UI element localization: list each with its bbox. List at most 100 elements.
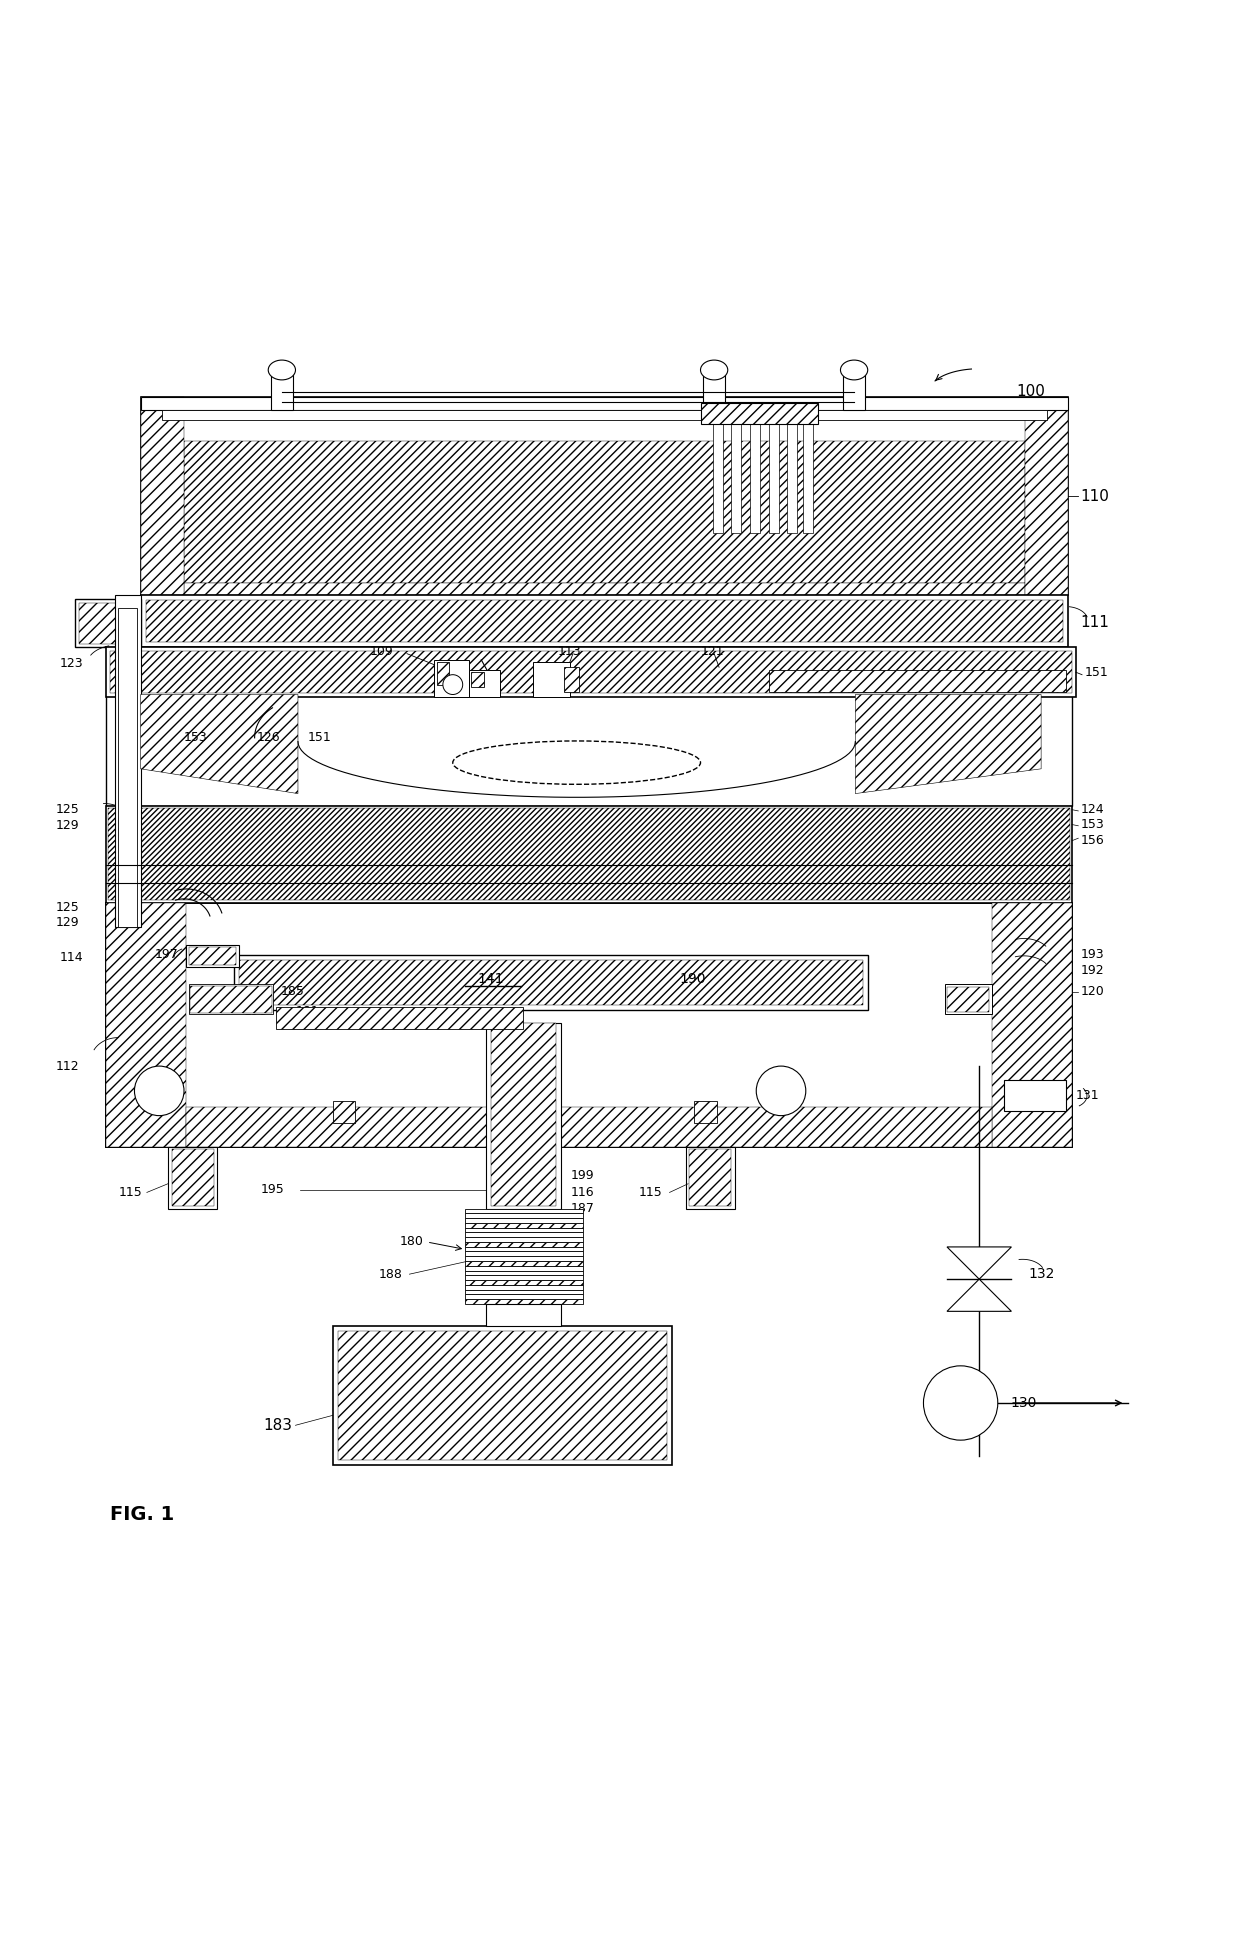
Circle shape — [443, 675, 463, 694]
Bar — [465, 1251, 583, 1257]
Text: 112: 112 — [56, 1060, 79, 1073]
Text: 193: 193 — [1081, 948, 1105, 961]
Bar — [465, 1280, 583, 1284]
Bar — [992, 903, 1073, 1147]
Bar — [465, 1218, 583, 1222]
Bar — [486, 1023, 560, 1209]
Text: 180: 180 — [399, 1236, 423, 1249]
Ellipse shape — [841, 360, 868, 379]
Bar — [1025, 396, 1069, 596]
Text: 110: 110 — [1081, 489, 1110, 505]
Bar — [114, 596, 140, 928]
Text: 181: 181 — [295, 1006, 319, 1017]
Text: 129: 129 — [56, 917, 79, 928]
Text: 125: 125 — [56, 803, 79, 816]
Text: 183: 183 — [263, 1418, 293, 1433]
Text: 192: 192 — [1081, 965, 1105, 977]
Text: 126: 126 — [257, 731, 280, 745]
Text: 187: 187 — [570, 1203, 594, 1215]
Bar — [140, 396, 184, 596]
Bar — [703, 373, 725, 410]
Text: 123: 123 — [61, 658, 84, 669]
Text: 124: 124 — [1081, 803, 1105, 816]
Bar — [750, 422, 760, 534]
Bar — [694, 1100, 717, 1124]
Text: 113: 113 — [558, 644, 582, 658]
Text: 115: 115 — [118, 1186, 143, 1199]
Bar — [1004, 1079, 1066, 1110]
Bar — [190, 986, 272, 1013]
Bar — [436, 661, 449, 685]
Ellipse shape — [701, 360, 728, 379]
Polygon shape — [140, 694, 298, 793]
Text: 111: 111 — [1081, 615, 1110, 630]
Bar — [787, 422, 797, 534]
Bar — [184, 582, 1025, 596]
Bar — [465, 1213, 583, 1218]
Ellipse shape — [268, 360, 295, 379]
Text: 195: 195 — [260, 1184, 284, 1197]
Bar — [118, 607, 136, 928]
Bar — [564, 667, 579, 692]
Bar — [843, 373, 866, 410]
Bar — [105, 903, 186, 1147]
Text: 114: 114 — [61, 952, 84, 963]
Text: 151: 151 — [1085, 665, 1109, 679]
Bar — [469, 669, 500, 696]
Bar — [947, 986, 990, 1011]
Bar — [732, 422, 742, 534]
Bar — [769, 422, 779, 534]
Bar — [465, 1257, 583, 1261]
Bar — [465, 1294, 583, 1300]
Bar — [465, 1232, 583, 1238]
Text: 188: 188 — [378, 1267, 402, 1280]
Text: FIG. 1: FIG. 1 — [109, 1505, 174, 1524]
Text: 125: 125 — [56, 901, 79, 915]
Bar — [686, 1147, 735, 1209]
Bar — [486, 1304, 560, 1327]
Bar — [162, 410, 1047, 420]
Text: 121: 121 — [701, 644, 724, 658]
Text: 197: 197 — [154, 948, 179, 961]
Circle shape — [924, 1365, 998, 1441]
Polygon shape — [947, 1247, 1012, 1278]
Bar — [465, 1271, 583, 1275]
Bar — [701, 404, 818, 424]
Bar — [140, 596, 1069, 648]
Bar — [109, 652, 1073, 692]
Bar — [465, 1284, 583, 1290]
Bar — [465, 1261, 583, 1265]
Bar — [465, 1209, 583, 1213]
Bar — [270, 373, 293, 410]
Bar — [491, 1023, 556, 1207]
Circle shape — [134, 1066, 184, 1116]
Bar — [332, 1327, 672, 1464]
Polygon shape — [856, 694, 1042, 793]
Text: 132: 132 — [1029, 1267, 1055, 1280]
Text: 129: 129 — [56, 820, 79, 832]
Bar — [186, 1106, 992, 1147]
Bar — [74, 600, 140, 648]
Text: 130: 130 — [1011, 1396, 1037, 1410]
Bar — [945, 984, 992, 1013]
Bar — [188, 948, 236, 965]
Bar — [233, 955, 868, 1010]
Text: 109: 109 — [370, 644, 393, 658]
Bar — [465, 1228, 583, 1232]
Text: 115: 115 — [639, 1186, 662, 1199]
Bar — [184, 441, 1025, 582]
Bar — [105, 806, 1073, 903]
Bar — [238, 959, 863, 1006]
Text: 100: 100 — [1017, 383, 1045, 398]
Bar — [171, 1149, 213, 1207]
Bar — [145, 600, 1064, 642]
Bar — [465, 1222, 583, 1228]
Bar — [465, 1290, 583, 1294]
Text: 141: 141 — [477, 973, 505, 986]
Text: 116: 116 — [570, 1186, 594, 1199]
Text: 198: 198 — [243, 1006, 267, 1017]
Bar — [105, 694, 1073, 806]
Circle shape — [756, 1066, 806, 1116]
Text: 153: 153 — [184, 731, 208, 745]
Bar — [140, 396, 1069, 596]
